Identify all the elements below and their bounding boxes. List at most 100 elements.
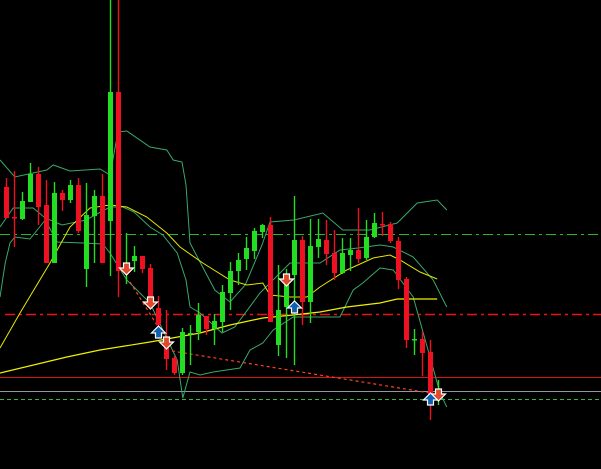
candle-body	[204, 316, 209, 329]
bullish-candle	[340, 238, 345, 274]
candle-body	[300, 240, 305, 302]
bullish-candle	[308, 219, 313, 323]
candle-body	[260, 225, 265, 232]
buy-arrow-icon	[422, 392, 439, 406]
candle-body	[188, 333, 193, 335]
bearish-candle	[140, 256, 145, 273]
candle-body	[228, 271, 233, 293]
candle-body	[268, 225, 273, 322]
bearish-candle	[12, 171, 17, 247]
bearish-candle	[204, 316, 209, 335]
candle-body	[244, 248, 249, 259]
signal-arrows	[118, 262, 447, 406]
bearish-candle	[332, 230, 337, 280]
bearish-candle	[36, 167, 41, 225]
bearish-candle	[380, 212, 385, 236]
candle-body	[196, 315, 201, 332]
candle-body	[4, 187, 9, 218]
bearish-candle	[76, 178, 81, 233]
candle-body	[28, 174, 33, 202]
bearish-candle	[4, 178, 9, 218]
bullish-candle	[92, 190, 97, 263]
candle-body	[100, 196, 105, 263]
bullish-candle	[236, 253, 241, 285]
candle-body	[52, 193, 57, 263]
bullish-candle	[20, 192, 25, 220]
sell-arrow-icon	[118, 262, 135, 276]
candle-body	[108, 92, 113, 221]
candle-body	[212, 321, 217, 329]
bollinger-upper-line	[0, 130, 448, 303]
candle-body	[164, 345, 169, 359]
candle-body	[284, 280, 289, 307]
candle-body	[44, 205, 49, 263]
candle-body	[340, 253, 345, 273]
bullish-candle	[316, 219, 321, 258]
candle-body	[156, 308, 161, 325]
bearish-candle	[428, 340, 433, 420]
candle-body	[252, 231, 257, 251]
bearish-candle	[324, 220, 329, 265]
candles	[4, 0, 441, 420]
candle-body	[20, 201, 25, 219]
bullish-candle	[412, 329, 417, 355]
sell-arrow-icon	[278, 273, 295, 287]
candle-body	[396, 241, 401, 280]
bearish-candle	[172, 356, 177, 375]
candle-body	[428, 352, 433, 397]
candle-body	[404, 279, 409, 340]
bearish-candle	[420, 331, 425, 376]
candle-body	[148, 268, 153, 300]
sell-arrow-icon	[142, 296, 159, 310]
candle-body	[236, 260, 241, 271]
candle-body	[292, 240, 297, 275]
candle-body	[68, 185, 73, 200]
bullish-candle	[372, 213, 377, 238]
candle-body	[116, 92, 121, 271]
moving-average-slow-line	[0, 298, 438, 374]
candle-body	[308, 246, 313, 302]
candle-body	[324, 240, 329, 254]
bullish-candle	[244, 237, 249, 270]
candle-body	[276, 310, 281, 345]
bearish-candle	[100, 174, 105, 263]
bullish-candle	[364, 220, 369, 260]
candle-body	[12, 217, 17, 219]
bearish-candle	[268, 217, 273, 322]
candle-body	[364, 237, 369, 258]
bullish-candle	[188, 325, 193, 365]
candle-body	[220, 292, 225, 322]
bullish-candle	[180, 328, 185, 375]
bearish-candle	[60, 190, 65, 211]
bullish-candle	[228, 262, 233, 310]
sell-arrow-icon	[158, 336, 175, 350]
bullish-candle	[260, 224, 265, 238]
candle-body	[332, 253, 337, 273]
bullish-candle	[52, 182, 57, 263]
candle-body	[76, 185, 81, 231]
bullish-candle	[212, 314, 217, 345]
trade-connector-line	[165, 349, 431, 394]
buy-arrow-icon	[150, 325, 167, 339]
bearish-candle	[300, 236, 305, 325]
candle-body	[132, 256, 137, 261]
bearish-candle	[404, 277, 409, 348]
bullish-candle	[348, 238, 353, 271]
candle-body	[372, 223, 377, 237]
bearish-candle	[396, 237, 401, 289]
candle-body	[84, 215, 89, 269]
candle-body	[172, 358, 177, 373]
candle-body	[316, 239, 321, 247]
candle-body	[356, 250, 361, 259]
bullish-candle	[196, 303, 201, 340]
candle-body	[92, 196, 97, 216]
candle-body	[180, 332, 185, 373]
trade-lines	[129, 281, 431, 394]
candle-body	[412, 339, 417, 341]
candle-body	[348, 250, 353, 255]
bullish-candle	[68, 180, 73, 203]
bearish-candle	[116, 0, 121, 297]
bullish-candle	[292, 196, 297, 365]
candle-body	[60, 193, 65, 200]
